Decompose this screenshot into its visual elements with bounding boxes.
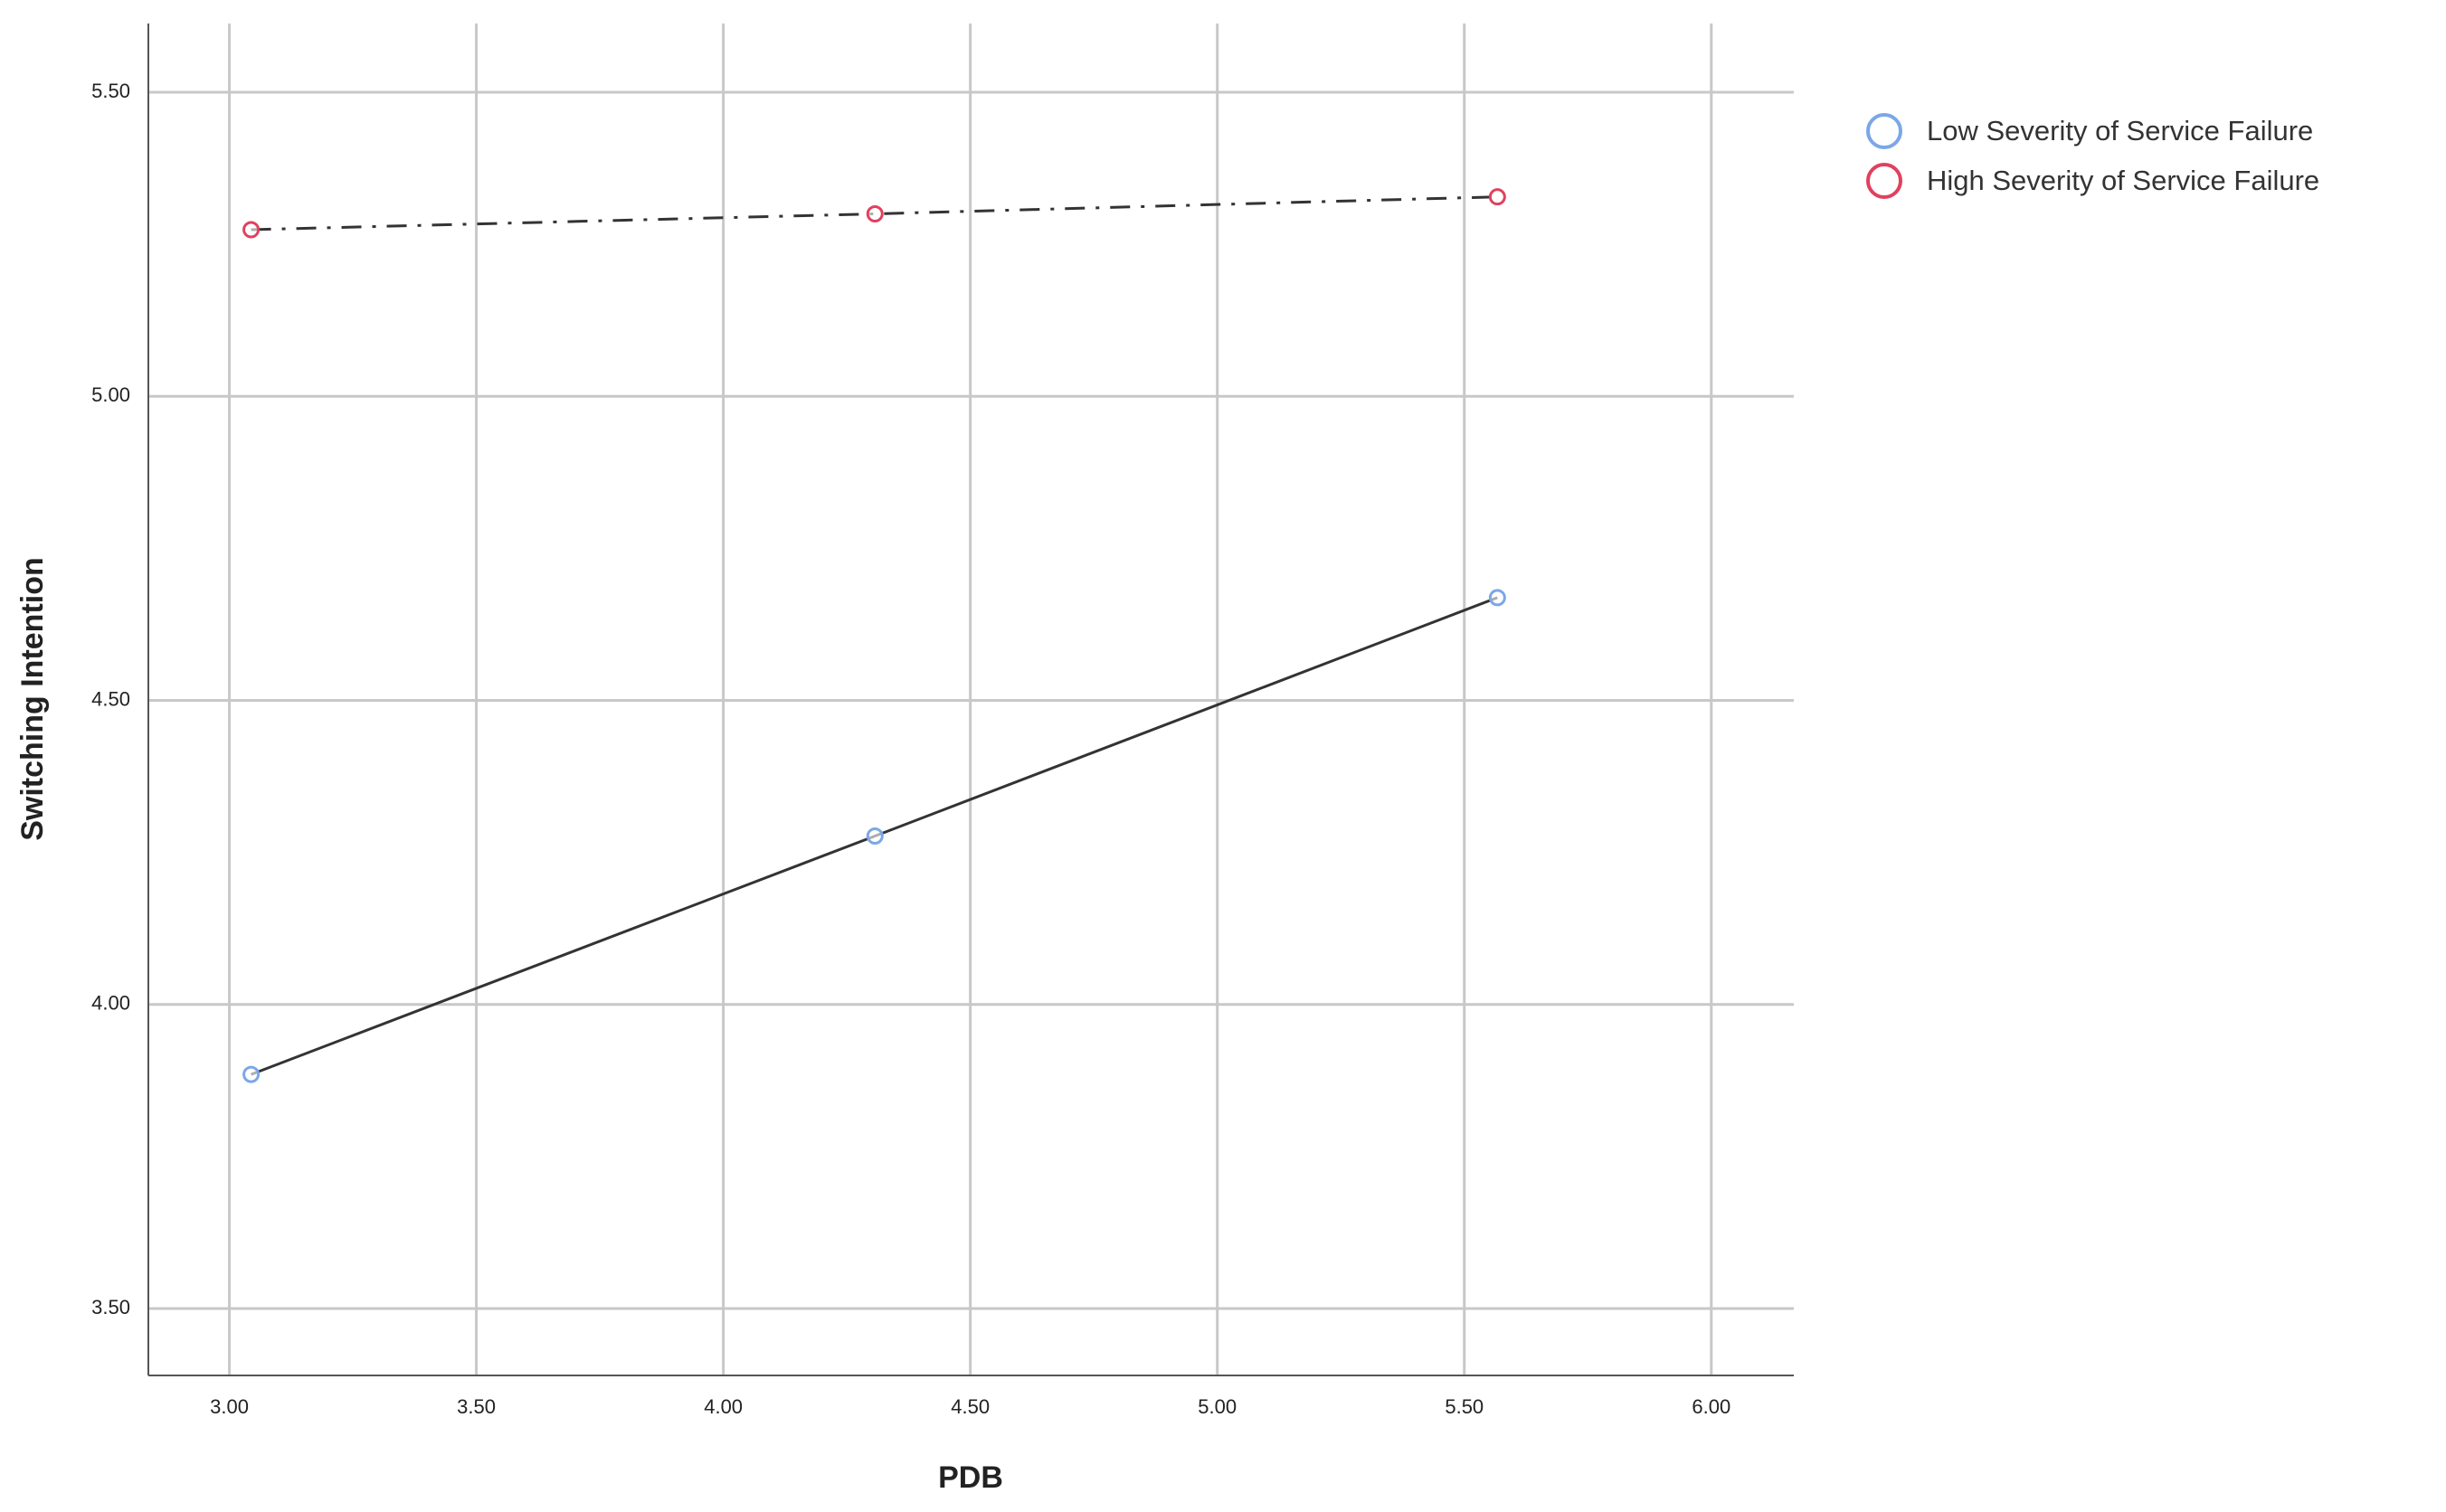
- data-point: [242, 221, 261, 239]
- x-tick-label: 6.00: [1692, 1395, 1730, 1418]
- y-tick-label: 5.00: [91, 383, 130, 406]
- y-tick-label: 4.50: [91, 687, 130, 710]
- x-tick-label: 5.50: [1445, 1395, 1484, 1418]
- data-point: [1488, 188, 1506, 206]
- y-tick-label: 5.50: [91, 80, 130, 102]
- x-tick-label: 4.00: [704, 1395, 743, 1418]
- data-point: [866, 827, 884, 845]
- x-axis-title: PDB: [938, 1460, 1003, 1495]
- legend-marker: [1866, 163, 1902, 199]
- y-tick-label: 4.00: [91, 992, 130, 1015]
- x-tick-label: 3.50: [457, 1395, 496, 1418]
- legend-marker: [1866, 113, 1902, 149]
- data-point: [242, 1065, 261, 1083]
- x-tick-label: 3.00: [210, 1395, 249, 1418]
- legend-label: High Severity of Service Failure: [1927, 165, 2319, 196]
- x-tick-label: 4.50: [951, 1395, 990, 1418]
- data-point: [1488, 589, 1506, 607]
- y-tick-label: 3.50: [91, 1296, 130, 1318]
- legend-label: Low Severity of Service Failure: [1927, 115, 2313, 146]
- y-axis-title: Switching Intention: [15, 557, 50, 841]
- x-tick-label: 5.00: [1198, 1395, 1237, 1418]
- data-point: [866, 204, 884, 222]
